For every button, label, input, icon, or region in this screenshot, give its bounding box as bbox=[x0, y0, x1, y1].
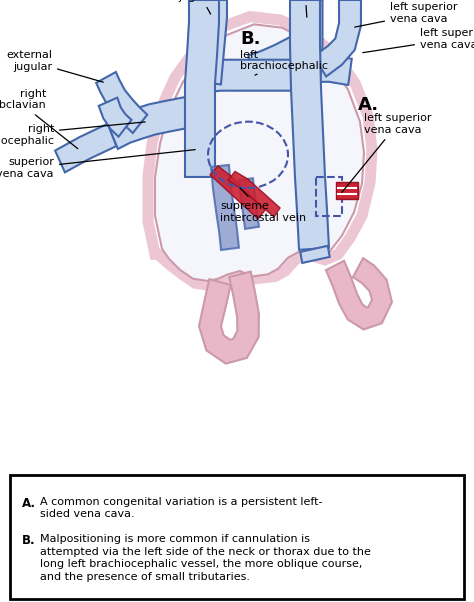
Polygon shape bbox=[228, 172, 280, 217]
Polygon shape bbox=[252, 55, 352, 85]
Text: Malpositioning is more common if cannulation is
attempted via the left side of t: Malpositioning is more common if cannula… bbox=[40, 534, 371, 582]
Polygon shape bbox=[155, 24, 364, 281]
Text: A common congenital variation is a persistent left-
sided vena cava.: A common congenital variation is a persi… bbox=[40, 497, 322, 520]
Polygon shape bbox=[314, 0, 361, 76]
Text: A.: A. bbox=[22, 497, 36, 510]
Text: A.: A. bbox=[358, 96, 379, 114]
FancyBboxPatch shape bbox=[10, 474, 464, 599]
Text: superior
vena cava: superior vena cava bbox=[0, 150, 195, 179]
Text: B.: B. bbox=[240, 29, 261, 48]
Text: external
jugular: external jugular bbox=[6, 50, 103, 82]
Text: right
subclavian: right subclavian bbox=[0, 88, 78, 149]
Polygon shape bbox=[199, 272, 259, 364]
Polygon shape bbox=[185, 0, 219, 177]
Polygon shape bbox=[195, 0, 227, 84]
Text: supreme
intercostal vein: supreme intercostal vein bbox=[220, 188, 306, 223]
Polygon shape bbox=[55, 124, 116, 172]
Text: left superior
vena cava: left superior vena cava bbox=[363, 28, 474, 52]
Polygon shape bbox=[210, 166, 265, 219]
Polygon shape bbox=[248, 32, 310, 82]
Polygon shape bbox=[199, 60, 314, 93]
Polygon shape bbox=[336, 182, 358, 199]
Text: internal
jugular: internal jugular bbox=[176, 0, 219, 14]
Text: left superior
vena cava: left superior vena cava bbox=[355, 2, 457, 27]
Polygon shape bbox=[239, 178, 259, 229]
Polygon shape bbox=[106, 95, 202, 149]
Polygon shape bbox=[96, 72, 147, 133]
Polygon shape bbox=[99, 98, 131, 137]
Polygon shape bbox=[290, 0, 329, 250]
Text: right
brachiocephalic: right brachiocephalic bbox=[0, 122, 145, 146]
Text: left
brachiocephalic: left brachiocephalic bbox=[240, 50, 328, 75]
Polygon shape bbox=[326, 258, 392, 329]
Text: B.: B. bbox=[22, 534, 36, 547]
Text: left superior
vena cava: left superior vena cava bbox=[342, 113, 431, 193]
Polygon shape bbox=[211, 165, 239, 250]
Polygon shape bbox=[295, 0, 322, 78]
Text: left superior
vena cava: left superior vena cava bbox=[271, 0, 339, 17]
Polygon shape bbox=[300, 246, 330, 263]
